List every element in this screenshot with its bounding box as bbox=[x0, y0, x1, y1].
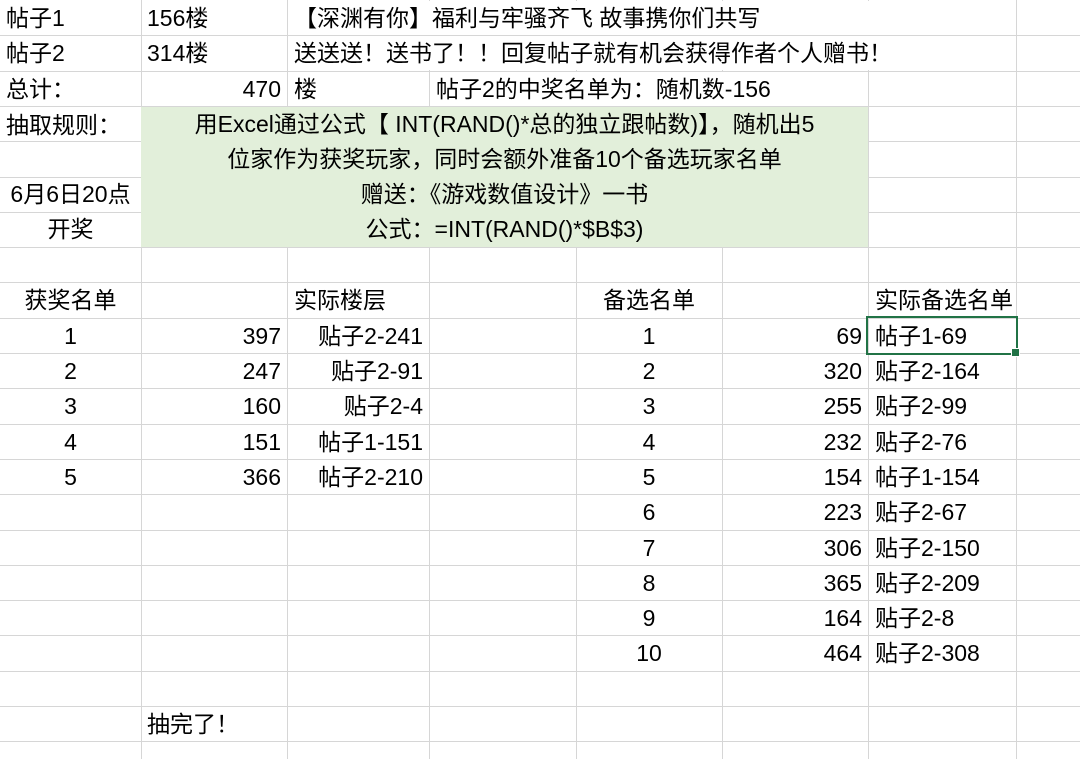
backup-floor-cell[interactable]: 贴子2-209 bbox=[875, 570, 980, 596]
backup-floor-cell[interactable]: 贴子2-8 bbox=[875, 605, 955, 631]
backup-random-cell[interactable]: 164 bbox=[823, 605, 862, 631]
backup-rank-cell[interactable]: 6 bbox=[642, 499, 656, 525]
backup-floor-cell[interactable]: 贴子2-99 bbox=[875, 393, 968, 419]
winner-floor-cell[interactable]: 帖子2-210 bbox=[318, 464, 423, 490]
rules-line-2: 位家作为获奖玩家，同时会额外准备10个备选玩家名单 bbox=[227, 146, 782, 172]
winner-random-cell[interactable]: 397 bbox=[242, 323, 281, 349]
backups-header-floor[interactable]: 实际备选名单 bbox=[875, 287, 1013, 313]
winner-rank-cell[interactable]: 2 bbox=[64, 358, 77, 384]
winner-rank-cell[interactable]: 3 bbox=[64, 393, 77, 419]
cell-post1-label[interactable]: 帖子1 bbox=[6, 5, 65, 31]
cell-rules-label[interactable]: 抽取规则： bbox=[6, 112, 121, 138]
cell-draw-time[interactable]: 6月6日20点 开奖 bbox=[0, 177, 141, 247]
backup-random-cell[interactable]: 154 bbox=[823, 464, 862, 490]
cell-post2-label[interactable]: 帖子2 bbox=[6, 40, 65, 66]
winner-rank-cell[interactable]: 1 bbox=[64, 323, 77, 349]
winner-random-cell[interactable]: 366 bbox=[242, 464, 281, 490]
backup-floor-cell[interactable]: 帖子1-154 bbox=[875, 464, 980, 490]
gridline-horizontal bbox=[0, 635, 1080, 636]
cell-post1-floors[interactable]: 156楼 bbox=[147, 5, 209, 31]
backup-random-cell[interactable]: 255 bbox=[823, 393, 862, 419]
backup-random-cell[interactable]: 69 bbox=[836, 323, 862, 349]
gridline-horizontal bbox=[0, 424, 1080, 425]
winner-floor-cell[interactable]: 帖子1-151 bbox=[318, 429, 423, 455]
backup-random-cell[interactable]: 223 bbox=[823, 499, 862, 525]
backup-rank-cell[interactable]: 5 bbox=[642, 464, 656, 490]
gridline-horizontal bbox=[0, 600, 1080, 601]
gridline-vertical bbox=[722, 0, 723, 759]
winner-random-cell[interactable]: 160 bbox=[242, 393, 281, 419]
gridline-horizontal bbox=[0, 459, 1080, 460]
rules-highlight-block[interactable]: 用Excel通过公式【 INT(RAND()*总的独立跟帖数)】，随机出5 位家… bbox=[141, 107, 868, 247]
cell-total-label[interactable]: 总计： bbox=[6, 76, 75, 102]
gridline-vertical bbox=[576, 0, 577, 759]
backup-floor-cell[interactable]: 贴子2-150 bbox=[875, 535, 980, 561]
backup-random-cell[interactable]: 232 bbox=[823, 429, 862, 455]
gridline-vertical bbox=[1016, 0, 1017, 759]
cell-total-value[interactable]: 470 bbox=[242, 76, 281, 102]
gridline-horizontal bbox=[0, 494, 1080, 495]
backup-floor-cell[interactable]: 贴子2-67 bbox=[875, 499, 968, 525]
backup-floor-cell-selected[interactable]: 帖子1-69 bbox=[875, 323, 968, 349]
cell-winner-note[interactable]: 帖子2的中奖名单为：随机数-156 bbox=[430, 72, 867, 106]
winner-floor-cell[interactable]: 贴子2-91 bbox=[330, 358, 423, 384]
gridline-vertical bbox=[429, 0, 430, 759]
gridline-vertical bbox=[868, 0, 869, 759]
backup-random-cell[interactable]: 306 bbox=[823, 535, 862, 561]
cell-post2-title[interactable]: 送送送！送书了！！回复帖子就有机会获得作者个人赠书！ bbox=[288, 36, 1015, 70]
gridline-horizontal bbox=[0, 247, 1080, 248]
gridline-horizontal bbox=[0, 106, 1080, 107]
gridline-vertical bbox=[287, 0, 288, 759]
backups-header-rank[interactable]: 备选名单 bbox=[603, 287, 695, 313]
winners-header-rank[interactable]: 获奖名单 bbox=[24, 287, 117, 313]
rules-line-3: 赠送：《游戏数值设计》一书 bbox=[360, 181, 649, 207]
backup-rank-cell[interactable]: 4 bbox=[642, 429, 656, 455]
backup-rank-cell[interactable]: 1 bbox=[642, 323, 656, 349]
backup-random-cell[interactable]: 320 bbox=[823, 358, 862, 384]
backup-floor-cell[interactable]: 贴子2-308 bbox=[875, 640, 980, 666]
gridline-horizontal bbox=[0, 706, 1080, 707]
backup-floor-cell[interactable]: 贴子2-76 bbox=[875, 429, 968, 455]
draw-time-line-1: 6月6日20点 bbox=[10, 181, 131, 207]
cell-post1-title[interactable]: 【深渊有你】福利与牢骚齐飞 故事携你们共写 bbox=[288, 1, 1015, 35]
draw-time-line-2: 开奖 bbox=[47, 216, 94, 242]
winner-floor-cell[interactable]: 贴子2-4 bbox=[343, 393, 423, 419]
winner-rank-cell[interactable]: 5 bbox=[64, 464, 77, 490]
winner-rank-cell[interactable]: 4 bbox=[64, 429, 77, 455]
backup-rank-cell[interactable]: 3 bbox=[642, 393, 656, 419]
gridline-horizontal bbox=[0, 35, 1080, 36]
active-cell-selection[interactable] bbox=[866, 316, 1020, 357]
backup-random-cell[interactable]: 365 bbox=[823, 570, 862, 596]
backup-floor-cell[interactable]: 贴子2-164 bbox=[875, 358, 980, 384]
winner-random-cell[interactable]: 151 bbox=[242, 429, 281, 455]
rules-line-4: 公式：=INT(RAND()*$B$3) bbox=[365, 216, 644, 242]
gridline-vertical bbox=[141, 0, 142, 759]
cell-post2-floors[interactable]: 314楼 bbox=[147, 40, 209, 66]
gridline-horizontal bbox=[0, 71, 1080, 72]
gridline-horizontal bbox=[0, 671, 1080, 672]
gridline-horizontal bbox=[0, 565, 1080, 566]
gridline-horizontal bbox=[0, 282, 1080, 283]
gridline-horizontal bbox=[0, 318, 1080, 319]
backup-rank-cell[interactable]: 2 bbox=[642, 358, 656, 384]
backup-rank-cell[interactable]: 9 bbox=[642, 605, 656, 631]
gridline-horizontal bbox=[0, 353, 1080, 354]
backup-random-cell[interactable]: 464 bbox=[823, 640, 862, 666]
winner-random-cell[interactable]: 247 bbox=[242, 358, 281, 384]
backup-rank-cell[interactable]: 8 bbox=[642, 570, 656, 596]
backup-rank-cell[interactable]: 7 bbox=[642, 535, 656, 561]
winner-floor-cell[interactable]: 贴子2-241 bbox=[318, 323, 423, 349]
cell-done-text[interactable]: 抽完了！ bbox=[147, 711, 239, 737]
gridline-horizontal bbox=[0, 530, 1080, 531]
gridline-horizontal bbox=[0, 388, 1080, 389]
rules-line-1: 用Excel通过公式【 INT(RAND()*总的独立跟帖数)】，随机出5 bbox=[194, 111, 815, 137]
winners-header-floor[interactable]: 实际楼层 bbox=[294, 287, 386, 313]
fill-handle[interactable] bbox=[1011, 348, 1020, 357]
gridline-horizontal bbox=[0, 741, 1080, 742]
backup-rank-cell[interactable]: 10 bbox=[636, 640, 662, 666]
cell-total-unit[interactable]: 楼 bbox=[294, 76, 317, 102]
